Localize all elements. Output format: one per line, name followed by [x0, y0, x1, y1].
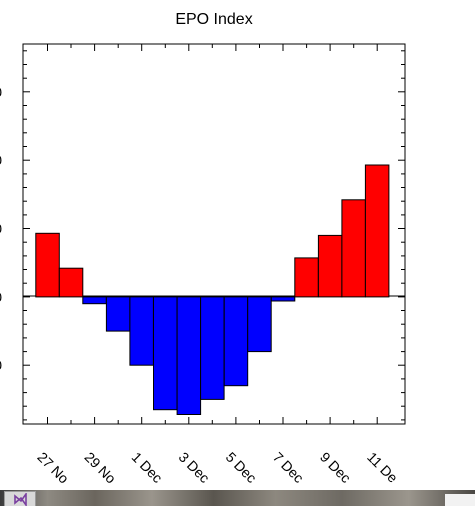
- plot-frame: [22, 43, 406, 425]
- y-tick-labels: 0 0 0 0 0: [0, 84, 2, 373]
- ticks-group: [23, 44, 405, 424]
- bar-9-dec: [317, 234, 343, 298]
- epo-index-chart: EPO Index 27 No 29 No 1 Dec 3 Dec 5 Dec 7 Dec…: [0, 11, 406, 487]
- x-tick-label: 9 Dec: [317, 449, 354, 486]
- y-tick-label: 0: [0, 221, 2, 237]
- bar-29-nov: [82, 296, 107, 305]
- bar-5-dec: [223, 296, 249, 387]
- bar-8-dec: [294, 257, 319, 298]
- x-tick-label: 29 No: [81, 449, 119, 487]
- bars-group: [35, 164, 390, 415]
- visual-studio-icon[interactable]: [4, 491, 36, 506]
- bar-6-dec: [247, 296, 272, 353]
- x-tick-label: 11 De: [364, 449, 401, 486]
- bar-1-dec: [129, 296, 154, 366]
- y-tick-label: 0: [0, 357, 2, 373]
- y-tick-label: 0: [0, 84, 2, 100]
- bar-7-dec: [270, 296, 296, 302]
- chart-title: EPO Index: [175, 11, 252, 28]
- x-tick-label: 5 Dec: [223, 449, 260, 486]
- bar-2-dec: [153, 296, 178, 411]
- bar-11-dec: [364, 164, 390, 298]
- y-tick-label: 0: [0, 289, 2, 305]
- bar-27-nov: [35, 232, 60, 298]
- x-tick-label: 27 No: [34, 449, 72, 487]
- bar-3-dec: [176, 296, 202, 415]
- x-tick-labels: 27 No 29 No 1 Dec 3 Dec 5 Dec 7 Dec 9 Dec 11 De: [34, 449, 401, 487]
- x-tick-label: 7 Dec: [270, 449, 307, 486]
- taskbar: [0, 490, 475, 506]
- bar-30-nov: [105, 296, 131, 332]
- x-tick-label: 1 Dec: [129, 449, 166, 486]
- taskbar-corner: [445, 494, 475, 506]
- bar-10-dec: [341, 199, 366, 298]
- bar-28-nov: [58, 267, 84, 298]
- y-tick-label: 0: [0, 152, 2, 168]
- bar-4-dec: [200, 296, 225, 400]
- x-tick-label: 3 Dec: [176, 449, 213, 486]
